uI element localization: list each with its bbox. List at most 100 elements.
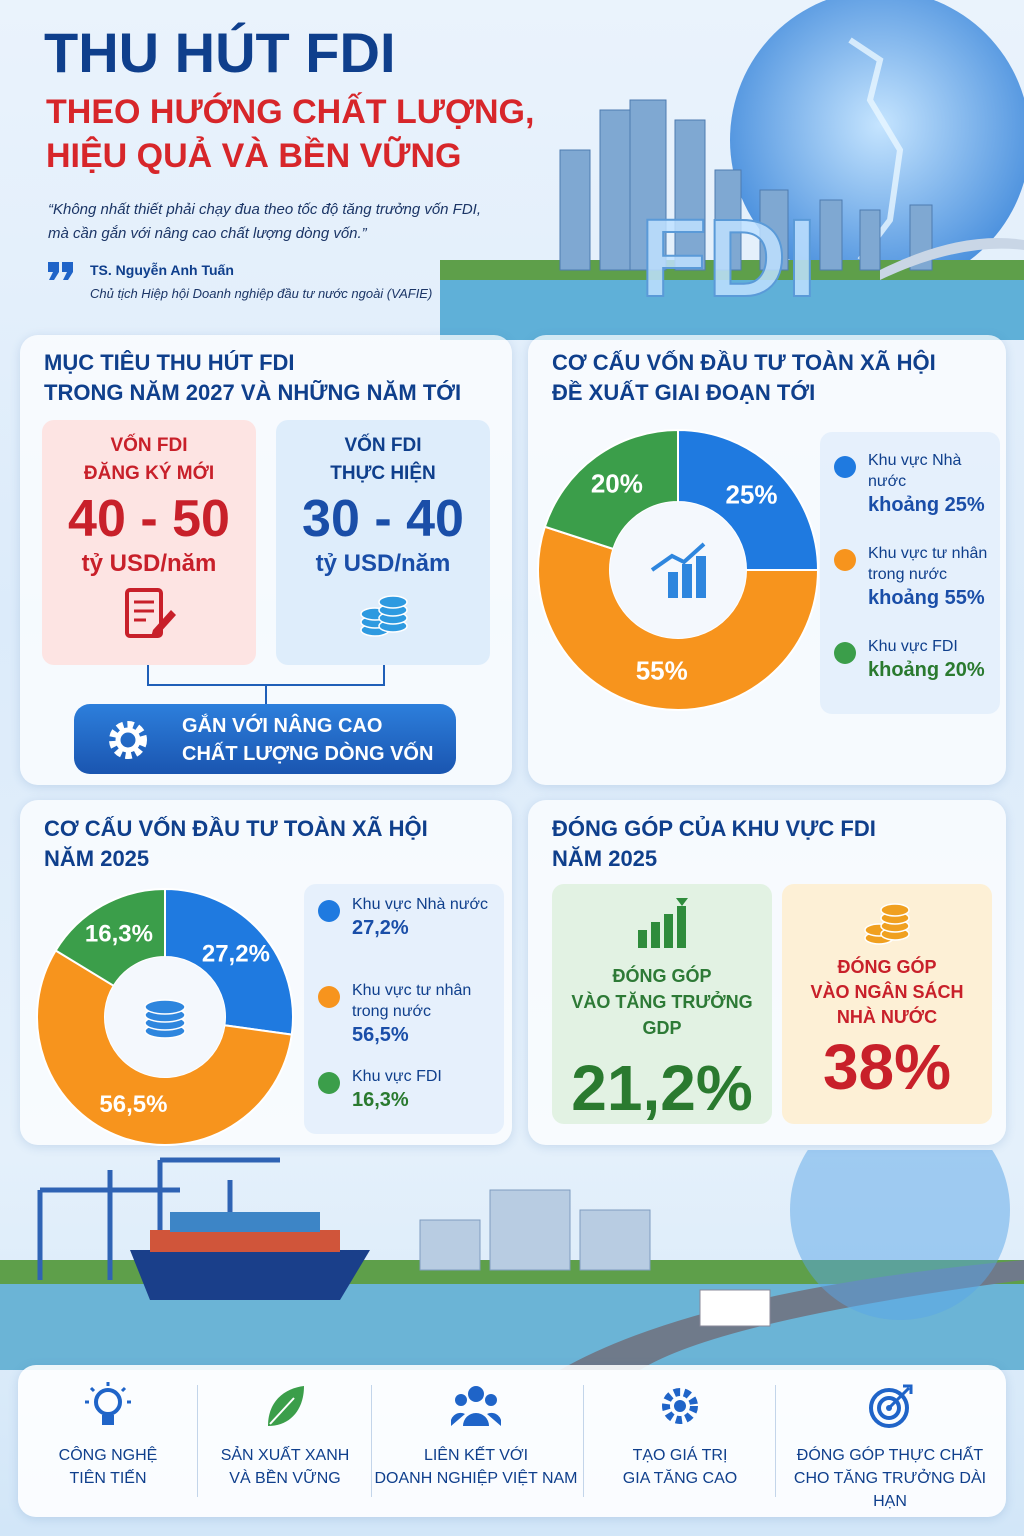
section-title: MỤC TIÊU THU HÚT FDI TRONG NĂM 2027 VÀ NH…	[44, 348, 461, 408]
quote: “Không nhất thiết phải chạy đua theo tốc…	[48, 198, 481, 246]
section-title: CƠ CẤU VỐN ĐẦU TƯ TOÀN XÃ HỘI NĂM 2025	[44, 814, 428, 874]
icon-shape	[887, 1384, 913, 1410]
legend-item: Khu vực tư nhân trong nước 56,5%	[318, 980, 502, 1048]
donut-hole	[610, 502, 746, 638]
legend-box	[820, 432, 1000, 714]
subtitle: THEO HƯỚNG CHẤT LƯỢNG, HIỆU QUẢ VÀ BỀN V…	[46, 90, 534, 178]
title-line: CƠ CẤU VỐN ĐẦU TƯ TOÀN XÃ HỘI	[44, 816, 428, 841]
legend-item: Khu vực FDI 16,3%	[318, 1066, 502, 1113]
coins-icon	[144, 999, 186, 1039]
divider	[196, 1385, 198, 1497]
icon-shape	[455, 1394, 467, 1406]
value-label: 16,3%	[85, 920, 153, 947]
city-illustration	[440, 0, 1024, 340]
icon-shape	[485, 1394, 497, 1406]
legend-value: 16,3%	[352, 1089, 409, 1111]
title-line: ĐÓNG GÓP CỦA KHU VỰC FDI	[552, 816, 876, 841]
quote-line: “Không nhất thiết phải chạy đua theo tốc…	[48, 201, 482, 218]
pillar-icon	[662, 1388, 698, 1424]
value-label: 20%	[591, 469, 643, 499]
pillar-text: CÔNG NGHỆ TIÊN TIẾN	[23, 1444, 193, 1490]
quality-banner: GẮN VỚI NÂNG CAO CHẤT LƯỢNG DÒNG VỐN	[74, 704, 456, 774]
legend-swatch	[318, 1072, 340, 1094]
pillar-line: CÔNG NGHỆ	[58, 1447, 158, 1464]
quote-icon	[48, 262, 73, 280]
divider	[775, 1385, 776, 1497]
author-role: Chủ tịch Hiệp hội Doanh nghiệp đầu tư nư…	[90, 286, 433, 301]
label-line: ĐÓNG GÓP	[837, 957, 937, 977]
target-card: VỐN FDI THỰC HIỆN 30 - 40 tỷ USD/năm	[276, 420, 490, 665]
legend-item: Khu vực Nhà nước khoảng 25%	[834, 450, 1008, 518]
pillar-line: ĐÓNG GÓP THỰC CHẤT	[796, 1447, 984, 1464]
card-label: VỐN FDI THỰC HIỆN	[276, 432, 490, 488]
subtitle-line: THEO HƯỚNG CHẤT LƯỢNG,	[46, 93, 535, 131]
section-title: ĐÓNG GÓP CỦA KHU VỰC FDI NĂM 2025	[552, 814, 876, 874]
pillar-text: ĐÓNG GÓP THỰC CHẤT CHO TĂNG TRƯỞNG DÀI HẠ…	[775, 1444, 1005, 1513]
label-line: VÀO TĂNG TRƯỞNG GDP	[571, 992, 753, 1038]
legend-swatch	[318, 900, 340, 922]
icon-bar	[668, 572, 678, 598]
label-line: NHÀ NƯỚC	[836, 1007, 938, 1027]
pillar-line: DOANH NGHIỆP VIỆT NAM	[374, 1470, 578, 1487]
card-value: 38%	[822, 1031, 952, 1103]
icon-shape	[85, 1382, 131, 1404]
legend-label: Khu vực Nhà nước	[352, 896, 488, 913]
pillar-icon	[451, 1386, 501, 1426]
legend-value: 56,5%	[352, 1024, 409, 1046]
legend-label: Khu vực tư nhân trong nước	[868, 545, 988, 583]
pillar-text: SẢN XUẤT XANH VÀ BỀN VỮNG	[200, 1444, 370, 1490]
legend-item: Khu vực FDI khoảng 20%	[834, 636, 1008, 683]
value-label: 55%	[636, 656, 688, 686]
section-title: CƠ CẤU VỐN ĐẦU TƯ TOÀN XÃ HỘI ĐỀ XUẤT GIA…	[552, 348, 936, 408]
legend-value: khoảng 25%	[868, 494, 985, 516]
icon-shape	[674, 1400, 686, 1412]
subtitle-line: HIỆU QUẢ VÀ BỀN VỮNG	[46, 137, 462, 175]
value-label: 27,2%	[202, 941, 270, 968]
contribution-card: ĐÓNG GÓP VÀO TĂNG TRƯỞNG GDP 21,2%	[552, 884, 772, 1124]
pillar-line: TẠO GIÁ TRỊ	[632, 1447, 728, 1464]
label-line: VỐN FDI	[344, 435, 422, 456]
label-line: ĐÓNG GÓP	[612, 966, 712, 986]
gear-icon	[109, 721, 147, 759]
icon-shape	[94, 1388, 122, 1416]
pillar-icon	[85, 1382, 131, 1425]
banner-line: CHẤT LƯỢNG DÒNG VỐN	[182, 743, 434, 765]
pillar-line: LIÊN KẾT VỚI	[423, 1447, 529, 1464]
icon-coin	[144, 999, 186, 1015]
icon-arrow	[650, 542, 706, 572]
icon-shape	[451, 1412, 501, 1426]
card-value: 30 - 40	[302, 490, 464, 548]
legend-item: Khu vực Nhà nước 27,2%	[318, 894, 502, 941]
card-value: 40 - 50	[68, 490, 230, 548]
pillar-line: CHO TĂNG TRƯỞNG DÀI HẠN	[793, 1470, 987, 1510]
icon-shape	[877, 1396, 901, 1420]
value-label: 25%	[726, 479, 778, 509]
divider	[583, 1385, 584, 1497]
legend-swatch	[834, 549, 856, 571]
title-line: TRONG NĂM 2027 VÀ NHỮNG NĂM TỚI	[44, 380, 462, 405]
card-unit: tỷ USD/năm	[81, 550, 217, 577]
label-line: THỰC HIỆN	[330, 463, 436, 484]
pillar-line: GIA TĂNG CAO	[622, 1470, 738, 1487]
icon-shape	[102, 1415, 114, 1425]
card-label: ĐÓNG GÓP VÀO TĂNG TRƯỞNG GDP	[552, 963, 772, 1041]
icon-bar	[696, 556, 706, 598]
title: THU HÚT FDI	[44, 21, 396, 84]
legend-value: khoảng 20%	[868, 659, 985, 681]
legend-label: Khu vực Nhà nước	[868, 452, 962, 490]
legend-value: khoảng 55%	[868, 587, 985, 609]
contribution-card: ĐÓNG GÓP VÀO NGÂN SÁCH NHÀ NƯỚC 38%	[782, 884, 992, 1124]
banner-line: GẮN VỚI NÂNG CAO	[182, 715, 383, 737]
donut-chart: 25% 55% 20%	[537, 428, 820, 711]
pillar-line: VÀ BỀN VỮNG	[229, 1470, 341, 1487]
title-line: ĐỀ XUẤT GIAI ĐOẠN TỚI	[552, 380, 816, 405]
legend-box	[304, 884, 504, 1134]
icon-bar	[682, 564, 692, 598]
card-label: ĐÓNG GÓP VÀO NGÂN SÁCH NHÀ NƯỚC	[782, 955, 992, 1030]
title-line: MỤC TIÊU THU HÚT FDI	[44, 350, 295, 375]
fdi-logo: FDI	[639, 196, 818, 321]
coins-icon	[864, 903, 910, 945]
card-unit: tỷ USD/năm	[315, 550, 451, 577]
pillar-text: LIÊN KẾT VỚI DOANH NGHIỆP VIỆT NAM	[371, 1444, 581, 1490]
icon-shape	[869, 1388, 909, 1428]
